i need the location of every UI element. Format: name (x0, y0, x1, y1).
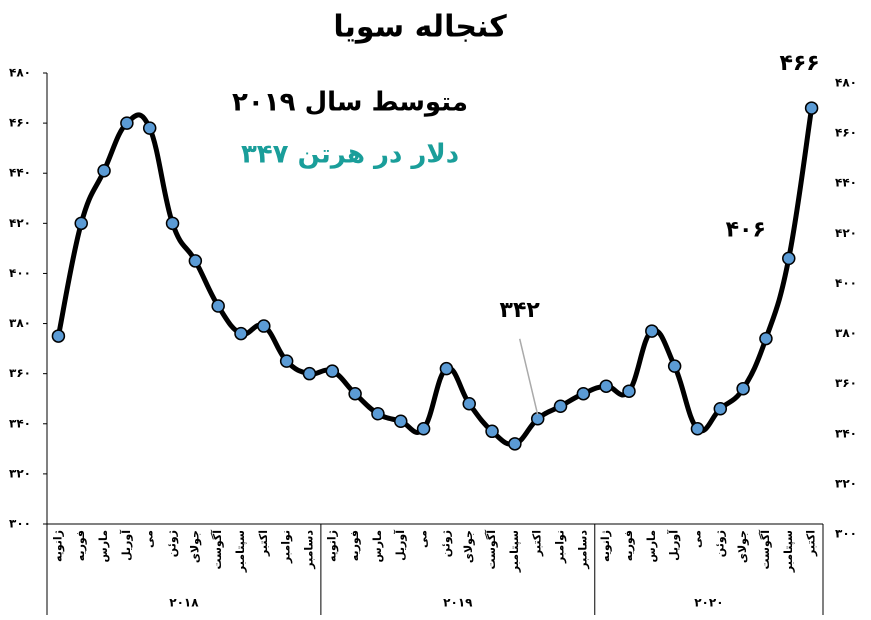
point (576, 386, 591, 401)
point (142, 121, 157, 135)
x-tick-label: می (143, 530, 156, 548)
point (667, 359, 682, 373)
point (51, 329, 66, 343)
group-label: ۲۰۱۹ (443, 596, 473, 610)
point (325, 364, 340, 378)
y2-tick-label: ۴۲۰ (835, 226, 857, 240)
x-tick-label: ژانویه (599, 530, 612, 562)
point (439, 361, 454, 376)
data-label: ۴۶۶ (779, 51, 819, 76)
x-tick-label: آگوست (484, 530, 498, 570)
point (553, 399, 568, 413)
x-tick-label: جولای (188, 530, 201, 563)
point (485, 424, 499, 439)
x-tick-label: ژوئن (713, 530, 726, 557)
point (759, 331, 773, 346)
data-label: ۳۴۲ (500, 298, 541, 323)
point (508, 437, 522, 451)
group-label: ۲۰۱۸ (169, 596, 199, 610)
y-tick-label: ۳۸۰ (9, 316, 31, 330)
y2-tick-label: ۴۴۰ (835, 176, 857, 190)
point (394, 414, 408, 429)
x-tick-label: مارس (645, 530, 658, 562)
x-tick-label: آگوست (758, 530, 772, 570)
x-tick-label: آگوست (210, 530, 224, 570)
y-tick-label: ۴۲۰ (9, 216, 31, 230)
leader-line (518, 338, 539, 415)
x-tick-label: نوامبر (554, 530, 567, 564)
x-tick-label: ژانویه (325, 530, 338, 562)
x-tick-label: اکتبر (531, 530, 544, 557)
x-tick-label: آوریل (119, 530, 133, 561)
chart-title: کنجاله سویا (333, 10, 507, 45)
x-tick-label: می (690, 530, 703, 548)
x-tick-label: اکتبر (805, 530, 818, 557)
annotation: متوسط سال ۲۰۱۹ (232, 88, 468, 118)
y-tick-label: ۳۰۰ (9, 517, 31, 531)
y2-tick-label: ۳۴۰ (835, 426, 857, 440)
point (645, 324, 659, 338)
point (165, 216, 180, 231)
x-tick-label: مارس (371, 530, 384, 562)
x-tick-label: آوریل (667, 530, 681, 561)
y-tick-label: ۴۴۰ (9, 166, 31, 180)
group-label: ۲۰۲۰ (694, 596, 723, 610)
point (188, 254, 203, 268)
y2-tick-label: ۴۶۰ (835, 126, 857, 140)
point (257, 319, 271, 333)
y-tick-label: ۳۲۰ (9, 466, 31, 480)
point (302, 366, 317, 381)
x-tick-label: اکتبر (257, 530, 270, 557)
y2-tick-label: ۳۲۰ (835, 476, 857, 490)
x-tick-label: می (417, 530, 430, 548)
point (120, 116, 134, 130)
x-tick-label: مارس (97, 530, 110, 562)
point (736, 381, 750, 396)
point (97, 163, 111, 178)
y2-tick-label: ۳۶۰ (835, 376, 857, 390)
x-tick-label: ژوئن (166, 530, 179, 557)
x-tick-label: آوریل (393, 530, 407, 561)
x-tick-label: سپتامبر (234, 530, 247, 573)
point (234, 326, 248, 341)
y-tick-label: ۳۴۰ (9, 416, 31, 430)
point (599, 379, 613, 393)
annotation: ۳۴۷ دلار در هرتن (241, 140, 459, 170)
point (622, 384, 636, 398)
x-tick-label: فوریه (622, 530, 635, 561)
point (279, 354, 294, 368)
point (211, 299, 225, 313)
point (804, 101, 819, 115)
y-tick-label: ۴۶۰ (9, 116, 31, 130)
point (713, 401, 728, 416)
x-tick-label: سپتامبر (508, 530, 521, 573)
point (348, 386, 362, 401)
x-tick-label: جولای (462, 530, 475, 563)
x-tick-label: فوریه (74, 530, 87, 561)
point (416, 422, 431, 436)
point (74, 216, 88, 231)
x-tick-label: ژانویه (51, 530, 64, 562)
x-tick-label: فوریه (348, 530, 361, 561)
x-tick-label: جولای (736, 530, 749, 563)
point (371, 407, 385, 421)
y2-tick-label: ۳۸۰ (835, 326, 857, 340)
data-label: ۴۰۶ (726, 217, 766, 242)
x-tick-label: نوامبر (280, 530, 293, 564)
y2-tick-label: ۴۸۰ (835, 76, 857, 90)
point (782, 251, 796, 266)
y-tick-label: ۴۰۰ (9, 266, 31, 280)
y2-tick-label: ۳۰۰ (835, 527, 857, 541)
x-tick-label: سپتامبر (782, 530, 795, 573)
point (462, 396, 476, 411)
x-tick-label: دسامبر (576, 530, 589, 570)
x-tick-label: دسامبر (302, 530, 315, 570)
point (690, 422, 705, 436)
y2-tick-label: ۴۰۰ (835, 276, 857, 290)
y-tick-label: ۳۶۰ (9, 366, 31, 380)
x-tick-label: ژوئن (439, 530, 452, 557)
y-tick-label: ۴۸۰ (9, 66, 31, 80)
